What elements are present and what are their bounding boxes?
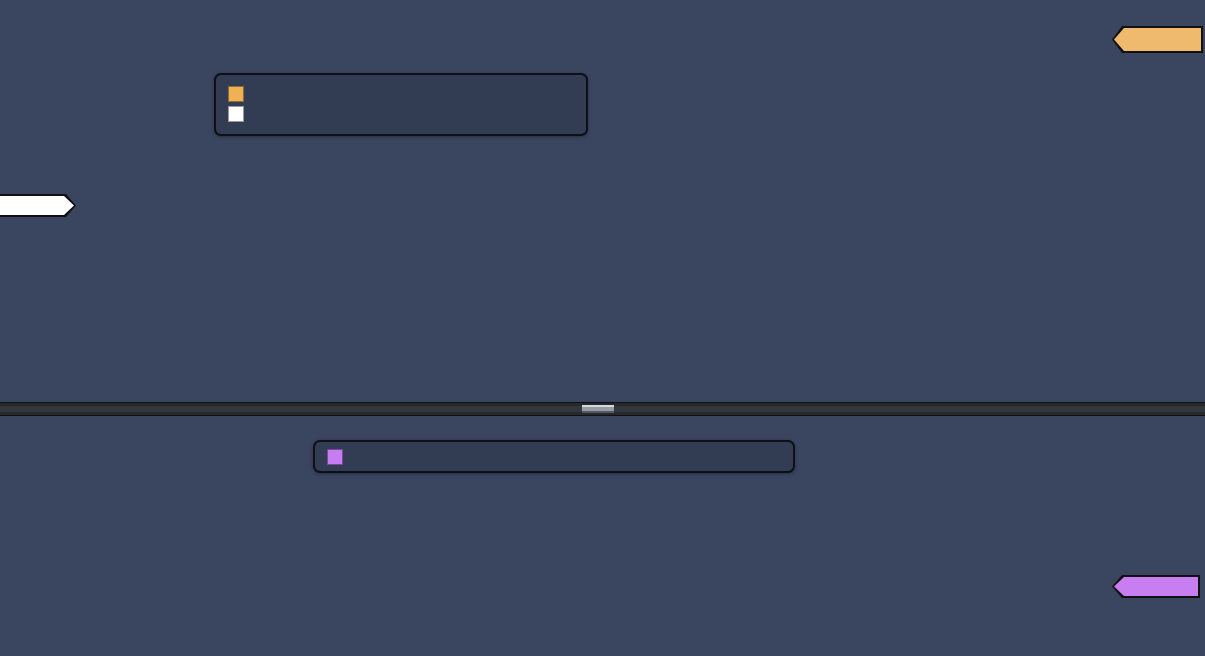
- gold-swatch-icon: [228, 86, 244, 102]
- gold-last-price-tag: [1112, 26, 1203, 53]
- silver-last-price-tag: [0, 194, 76, 217]
- panel-splitter[interactable]: [0, 402, 1205, 416]
- splitter-grip[interactable]: [582, 405, 614, 413]
- silver-tag-body: [0, 196, 74, 215]
- legend-row-gold[interactable]: [228, 84, 574, 104]
- silver-swatch-icon: [228, 106, 244, 122]
- top-panel-legend[interactable]: [214, 73, 588, 136]
- ratio-last-value-tag: [1112, 575, 1200, 598]
- legend-row-silver[interactable]: [228, 104, 574, 124]
- bottom-panel-legend[interactable]: [313, 440, 795, 473]
- gold-tag-body: [1114, 28, 1201, 51]
- ratio-swatch-icon: [327, 448, 343, 465]
- ratio-tag-body: [1114, 577, 1198, 596]
